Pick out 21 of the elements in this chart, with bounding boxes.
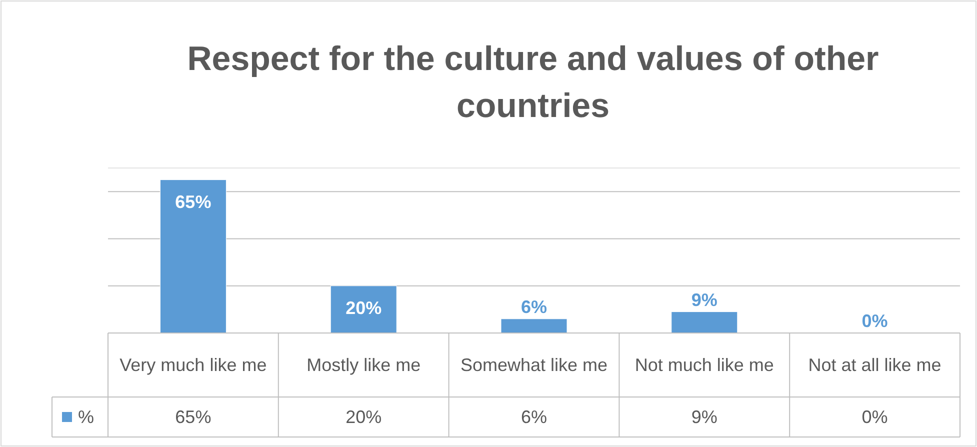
x-tick-label: Not at all like me bbox=[808, 355, 942, 375]
x-tick-label: Mostly like me bbox=[306, 355, 421, 375]
text: 6% bbox=[520, 296, 548, 317]
x-tick-label: Somewhat like me bbox=[460, 355, 608, 375]
data-label: 9% bbox=[691, 407, 718, 427]
x-tick-label: Very much like me bbox=[120, 355, 267, 375]
bar bbox=[160, 180, 226, 334]
text: 20% bbox=[346, 298, 382, 318]
x-tick-label: Not much like me bbox=[634, 355, 774, 375]
bar bbox=[500, 318, 568, 334]
text: 0% bbox=[862, 311, 888, 331]
bar bbox=[671, 312, 738, 334]
data-label: 20% bbox=[346, 407, 382, 427]
data-label: 6% bbox=[520, 407, 548, 427]
data-label: 65% bbox=[175, 407, 212, 427]
data-label: 0% bbox=[862, 407, 888, 427]
chart-title: Respect for the culture and values of other countries bbox=[187, 40, 879, 125]
bar bbox=[330, 286, 397, 334]
legend-label: % bbox=[78, 407, 94, 427]
text: 65% bbox=[175, 192, 212, 212]
text: 9% bbox=[691, 290, 718, 310]
